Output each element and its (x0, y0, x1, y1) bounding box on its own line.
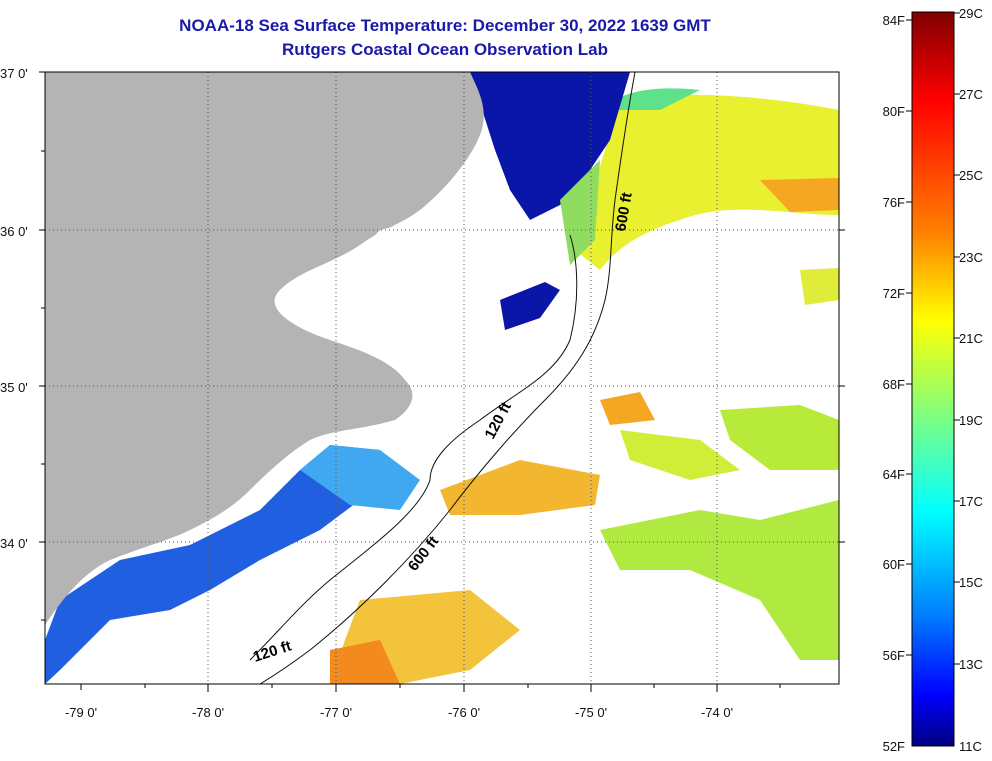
land-mainland (45, 72, 484, 625)
yellow-green-patch (620, 430, 740, 480)
map-field: 600 ft 120 ft 600 ft 120 ft (45, 72, 839, 684)
green-front-ne (600, 88, 700, 110)
cb-c-23: 23C (959, 250, 983, 265)
colorbar-ticks (906, 12, 960, 665)
map-title: NOAA-18 Sea Surface Temperature: Decembe… (179, 16, 711, 35)
lat-label-34: 34 0' (0, 536, 28, 551)
cb-c-25: 25C (959, 168, 983, 183)
cyan-water-sc (300, 445, 420, 510)
cb-f-56: 56F (883, 648, 905, 663)
green-patch-e (720, 405, 839, 470)
green-patch-se (600, 500, 839, 660)
lon-label-79: -79 0' (65, 705, 97, 720)
cb-c-21: 21C (959, 331, 983, 346)
cb-c-19: 19C (959, 413, 983, 428)
lon-label-77: -77 0' (320, 705, 352, 720)
cb-c-15: 15C (959, 575, 983, 590)
cb-c-27: 27C (959, 87, 983, 102)
cold-water-sc (45, 445, 400, 684)
cb-c-29: 29C (959, 6, 983, 21)
colorbar-c-labels: 29C 27C 25C 23C 21C 19C 17C 15C 13C 11C (959, 6, 983, 754)
isobath-label-600-north: 600 ft (612, 191, 636, 233)
cb-f-84: 84F (883, 13, 905, 28)
cb-f-64: 64F (883, 467, 905, 482)
cb-f-52: 52F (883, 739, 905, 754)
isobath-lines (249, 72, 636, 684)
lon-label-74: -74 0' (701, 705, 733, 720)
lat-label-36: 36 0' (0, 224, 28, 239)
warm-water-ne (575, 94, 839, 270)
cb-f-76: 76F (883, 195, 905, 210)
cb-c-11: 11C (959, 739, 982, 754)
cb-f-80: 80F (883, 104, 905, 119)
lat-label-35: 35 0' (0, 380, 28, 395)
map-frame (44, 71, 840, 685)
orange-patch-south (330, 640, 400, 684)
lon-label-78: -78 0' (192, 705, 224, 720)
yellow-patch-e (800, 268, 839, 305)
lon-label-76: -76 0' (448, 705, 480, 720)
colorbar-f-labels: 84F 80F 76F 72F 68F 64F 60F 56F 52F (883, 13, 905, 754)
orange-patch-central (440, 460, 600, 515)
sound-water (353, 220, 515, 335)
axis-ticks (39, 71, 845, 692)
cb-f-60: 60F (883, 557, 905, 572)
cold-water-va (470, 72, 630, 220)
cyan-front (560, 160, 600, 265)
orange-patch-ne (760, 178, 839, 212)
lat-label-37: 37 0' (0, 66, 28, 81)
cold-water-sound (500, 282, 560, 330)
cb-c-13: 13C (959, 657, 983, 672)
graticule (45, 72, 839, 684)
lon-label-75: -75 0' (575, 705, 607, 720)
cb-f-68: 68F (883, 377, 905, 392)
cb-c-17: 17C (959, 494, 983, 509)
cb-f-72: 72F (883, 286, 905, 301)
orange-patch-east (600, 392, 655, 425)
colorbar (911, 11, 955, 747)
map-subtitle: Rutgers Coastal Ocean Observation Lab (282, 40, 608, 59)
